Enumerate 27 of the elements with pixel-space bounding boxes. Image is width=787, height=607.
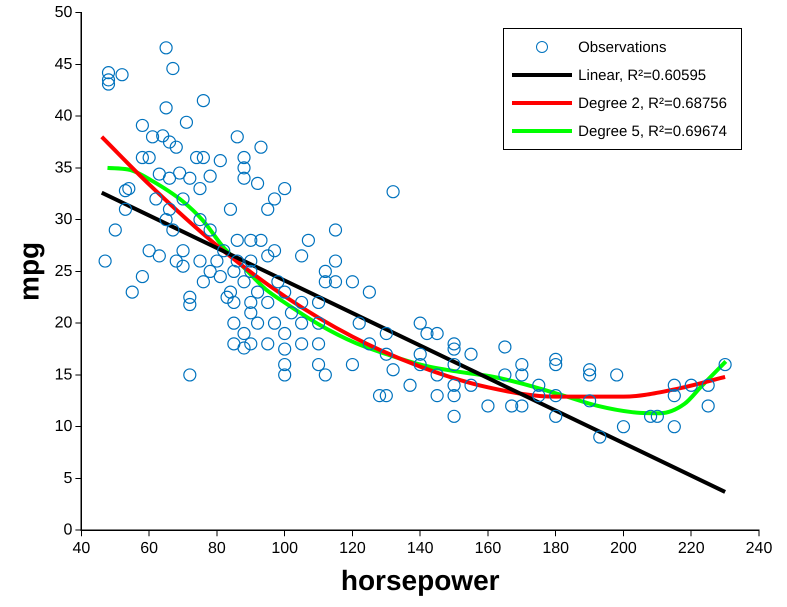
y-tick-label: 40 xyxy=(54,108,72,125)
x-tick-label: 200 xyxy=(610,540,637,558)
y-tick-label: 25 xyxy=(54,262,72,280)
x-tick-label: 100 xyxy=(271,540,298,558)
y-tick-label: 0 xyxy=(63,522,72,539)
y-axis-title: mpg xyxy=(14,242,45,301)
y-tick-label: 30 xyxy=(54,211,72,228)
x-tick-label: 180 xyxy=(542,540,570,558)
y-tick-label: 15 xyxy=(54,366,72,384)
y-tick-label: 20 xyxy=(54,314,72,332)
x-tick-label: 220 xyxy=(678,540,705,558)
x-axis-title: horsepower xyxy=(340,564,500,596)
x-tick-label: 160 xyxy=(474,540,502,558)
legend-label: Observations xyxy=(578,38,667,56)
y-tick-label: 45 xyxy=(54,56,72,73)
y-tick-label: 5 xyxy=(63,470,72,487)
legend-label: Degree 2, R²=0.68756 xyxy=(578,94,727,112)
x-tick-label: 80 xyxy=(208,540,226,558)
legend-label: Degree 5, R²=0.69674 xyxy=(578,122,727,140)
x-tick-label: 140 xyxy=(406,540,434,558)
legend-label: Linear, R²=0.60595 xyxy=(578,66,706,84)
y-tick-label: 10 xyxy=(54,418,72,436)
y-tick-label: 50 xyxy=(54,4,72,22)
x-tick-label: 240 xyxy=(746,540,772,558)
y-tick-label: 35 xyxy=(54,159,72,176)
x-tick-label: 120 xyxy=(339,540,366,558)
x-tick-label: 60 xyxy=(140,540,158,558)
